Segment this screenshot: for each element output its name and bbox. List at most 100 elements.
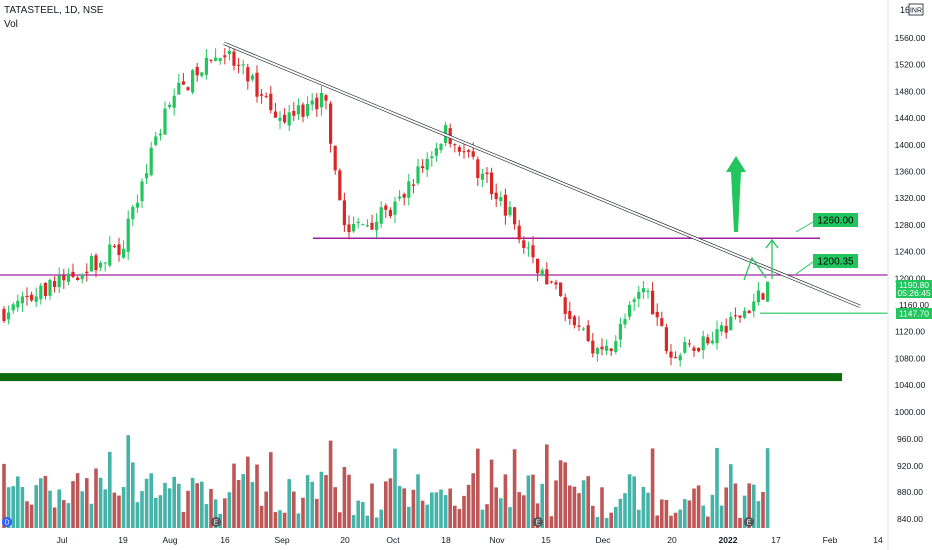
volume-bar — [250, 482, 255, 528]
price-tick-label: 1080.00 — [895, 353, 926, 363]
candle — [743, 307, 747, 320]
volume-bar — [724, 487, 728, 528]
time-tick-label: Feb — [823, 535, 838, 545]
candle — [605, 339, 609, 356]
volume-bar — [531, 474, 535, 528]
candle — [637, 285, 641, 308]
volume-bar — [315, 498, 319, 528]
descending-trendline[interactable] — [223, 42, 861, 308]
candle — [117, 237, 121, 262]
time-axis[interactable]: Jul 19 Aug 16 Sep 20 Oct 18 Nov 15 Dec 20 2022 17 Feb 1… — [57, 535, 883, 545]
candle — [582, 327, 586, 332]
candle — [674, 351, 678, 359]
candle — [269, 86, 273, 114]
volume-bar — [742, 495, 747, 528]
volume-bar — [11, 486, 15, 528]
candle — [559, 282, 563, 298]
candle — [430, 151, 434, 167]
volume-bar — [269, 452, 273, 528]
volume-bar — [678, 509, 682, 528]
volume-bar — [236, 479, 241, 528]
volume-tick-label: 920.00 — [897, 461, 923, 471]
candle — [273, 102, 277, 118]
candle — [416, 158, 420, 186]
volume-bar — [80, 491, 84, 528]
volume-bar — [131, 462, 135, 528]
volume-bar — [747, 483, 751, 528]
volume-bar — [683, 499, 687, 528]
level-tag — [896, 300, 932, 310]
volume-bar — [558, 460, 563, 528]
volume-bar — [600, 487, 604, 528]
symbol-header[interactable]: TATASTEEL, 1D, NSE — [4, 5, 104, 16]
volume-bar — [85, 478, 89, 528]
candle — [545, 262, 549, 285]
candle — [43, 282, 47, 300]
volume-bar — [20, 487, 25, 528]
volume-bar — [627, 474, 632, 528]
volume-bar — [278, 510, 282, 528]
volume-bar — [416, 474, 420, 528]
volume-bar — [98, 477, 103, 528]
volume-bar — [121, 487, 126, 528]
volume-bar — [342, 466, 347, 528]
candle — [761, 292, 765, 300]
candle — [296, 98, 300, 120]
volume-bar — [186, 490, 190, 528]
volume-bar — [430, 492, 434, 528]
price-tick-label: 1400.00 — [895, 140, 926, 150]
candle — [255, 65, 259, 103]
candle — [76, 276, 80, 281]
volume-bar — [112, 492, 117, 528]
candle — [623, 313, 627, 329]
candle — [485, 167, 489, 184]
volume-bar — [669, 515, 673, 528]
event-marker-earnings-letter: E — [214, 520, 219, 527]
support-price-tag — [896, 308, 932, 319]
event-marker-earnings-letter: E — [747, 520, 752, 527]
candle — [264, 92, 268, 99]
candle — [407, 173, 411, 206]
candle — [733, 307, 737, 320]
level-tag-text: 1160.00 — [899, 300, 929, 310]
volume-bar — [388, 478, 393, 528]
volume-tick-label: 880.00 — [897, 487, 923, 497]
current-price-text: 1190.80 — [899, 280, 929, 290]
volume-bar — [52, 507, 57, 528]
volume-bar — [765, 448, 770, 528]
volume-bar — [126, 435, 130, 528]
candle — [112, 243, 116, 249]
volume-bar — [457, 509, 462, 528]
volume-bar — [333, 487, 337, 528]
target-low-box — [813, 254, 858, 268]
candle — [232, 46, 236, 71]
candle — [586, 320, 590, 343]
volume-bar — [213, 499, 218, 528]
candle — [678, 352, 682, 367]
time-tick-label: 2022 — [719, 535, 738, 545]
candle — [237, 58, 241, 74]
volume-bar — [425, 504, 429, 528]
time-tick-label: Aug — [162, 535, 177, 545]
candle — [319, 86, 323, 116]
event-marker-dividend-letter: D — [4, 520, 9, 527]
candle — [135, 194, 139, 213]
price-tick-label: 1560.00 — [895, 33, 926, 43]
candle — [655, 303, 659, 326]
volume-bar — [117, 495, 121, 528]
candle — [365, 219, 369, 228]
projection-path — [743, 256, 767, 281]
candle — [80, 273, 84, 284]
volume-bar — [232, 463, 236, 528]
candle — [352, 216, 356, 233]
currency-code: INR — [910, 8, 922, 15]
candle — [53, 276, 57, 293]
volume-bar — [292, 491, 296, 528]
currency-badge[interactable] — [908, 3, 924, 16]
volume-bar — [604, 517, 609, 528]
volume-bar — [692, 488, 696, 528]
volume-bar — [595, 517, 600, 528]
candle — [66, 268, 70, 286]
volume-bar — [545, 444, 549, 528]
